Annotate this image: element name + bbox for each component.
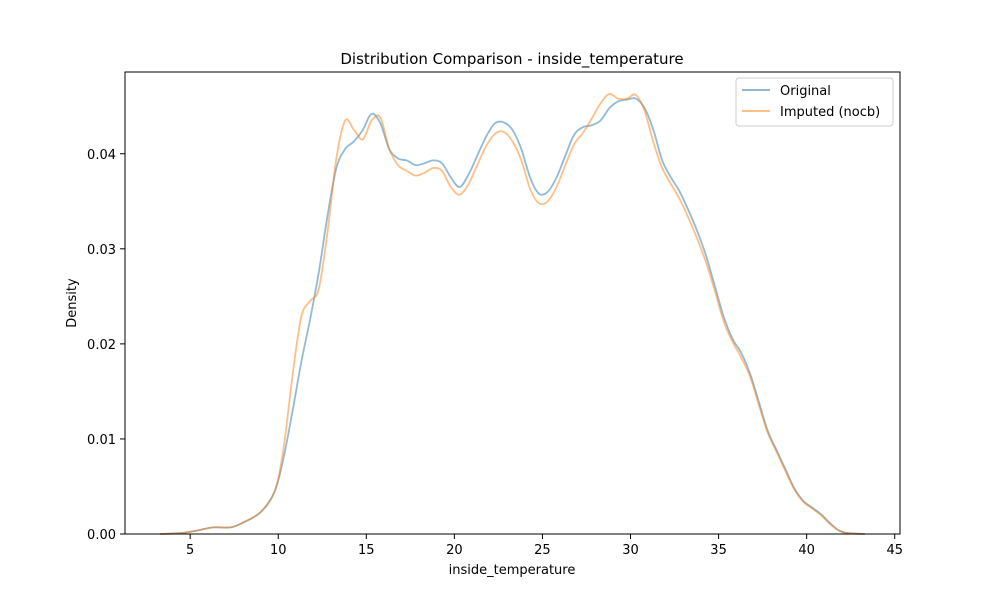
plot-area — [160, 92, 865, 535]
x-tick-label: 10 — [270, 543, 287, 558]
y-axis-label: Density — [65, 278, 80, 328]
series-line-imputed-nocb — [160, 92, 865, 535]
legend: Original Imputed (nocb) — [735, 77, 894, 127]
x-tick-label: 45 — [886, 543, 903, 558]
legend-box — [735, 77, 894, 127]
x-tick-label: 30 — [622, 543, 639, 558]
y-tick-label: 0.03 — [87, 243, 116, 258]
y-tick-label: 0.04 — [87, 148, 116, 163]
x-tick-label: 15 — [358, 543, 375, 558]
x-tick-label: 40 — [798, 543, 815, 558]
x-tick-label: 5 — [186, 543, 194, 558]
y-tick-label: 0.00 — [87, 528, 116, 543]
x-tick-label: 20 — [446, 543, 463, 558]
x-tick-label: 25 — [534, 543, 551, 558]
legend-label-original: Original — [780, 84, 831, 99]
axis-ticks: 5 10 15 20 25 30 35 40 45 0.00 0.01 0.02 0.03 0.04 — [87, 148, 903, 558]
y-tick-label: 0.01 — [87, 433, 116, 448]
legend-label-imputed: Imputed (nocb) — [780, 105, 880, 120]
y-tick-label: 0.02 — [87, 338, 116, 353]
x-axis-label: inside_temperature — [449, 563, 576, 578]
axes-frame — [124, 71, 901, 535]
x-tick-label: 35 — [710, 543, 727, 558]
series-line-original — [160, 97, 865, 535]
chart-title: Distribution Comparison - inside_tempera… — [340, 50, 683, 69]
